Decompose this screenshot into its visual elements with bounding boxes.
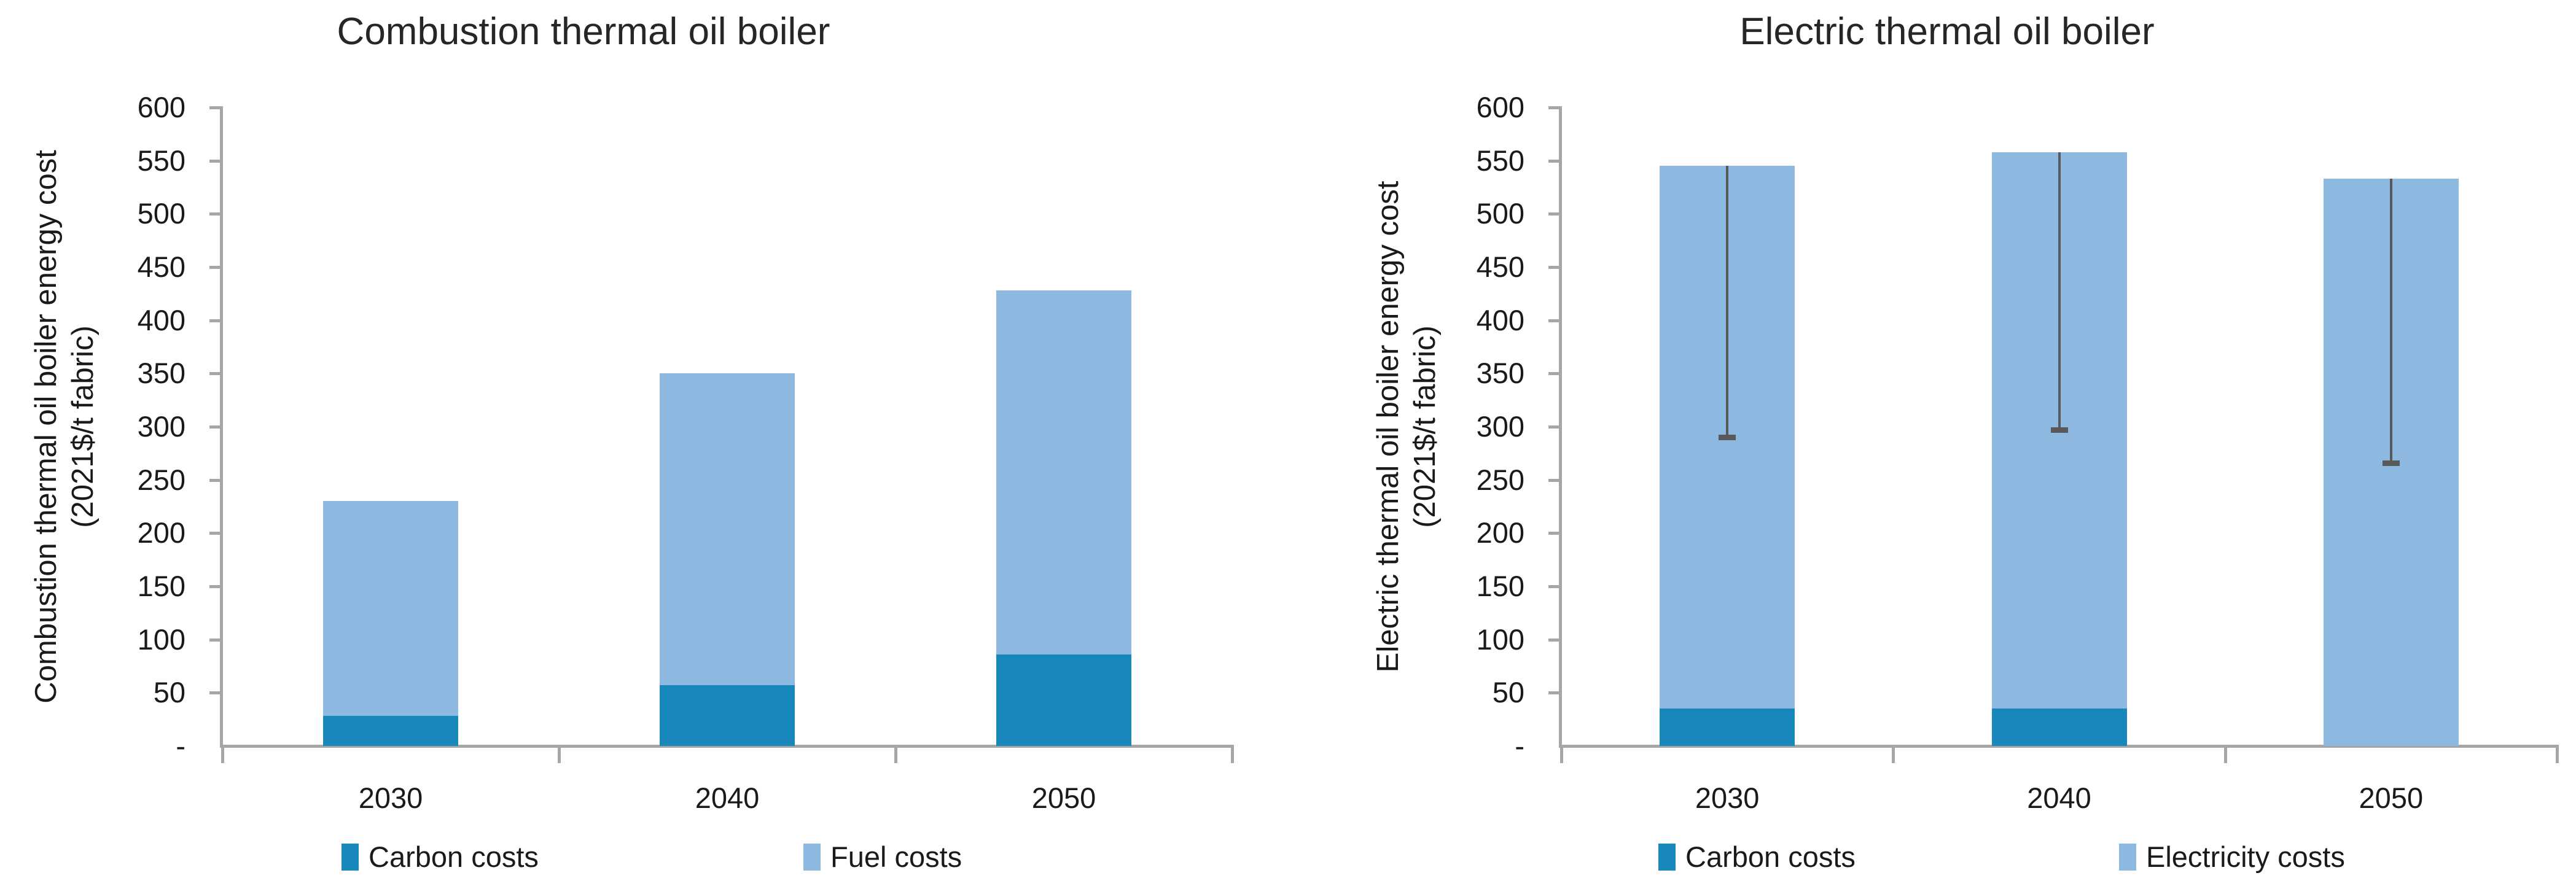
y-axis-line <box>1559 106 1562 747</box>
bar-segment-fuel-costs-2030 <box>323 501 458 716</box>
y-tick-mark <box>1548 212 1559 216</box>
y-tick-label: 250 <box>1476 463 1524 496</box>
y-tick-label: 150 <box>1476 570 1524 602</box>
y-tick-mark <box>1548 159 1559 163</box>
x-tick-mark <box>1892 747 1895 763</box>
y-tick-mark <box>1548 106 1559 109</box>
y-tick-label: 350 <box>1476 357 1524 390</box>
y-tick-mark <box>209 478 220 482</box>
legend-label: Electricity costs <box>2146 840 2345 873</box>
legend-item-fuel-costs: Fuel costs <box>803 842 962 871</box>
legend-swatch-carbon-costs <box>1658 843 1676 871</box>
y-tick-label: 400 <box>1476 303 1524 336</box>
y-tick-label: 250 <box>137 463 185 496</box>
x-axis-label-2040: 2040 <box>695 782 760 814</box>
legend-label: Carbon costs <box>369 840 539 873</box>
y-tick-label: - <box>176 729 185 762</box>
y-tick-mark <box>209 266 220 269</box>
x-tick-mark <box>2556 747 2559 763</box>
legend-item-electricity-costs: Electricity costs <box>2119 842 2345 871</box>
bar-segment-carbon-costs-2040 <box>1991 708 2127 746</box>
y-tick-mark <box>1548 638 1559 642</box>
y-tick-label: 400 <box>137 303 185 336</box>
y-tick-label: 200 <box>1476 516 1524 549</box>
y-tick-label: 500 <box>137 197 185 230</box>
y-tick-label: 100 <box>1476 623 1524 656</box>
legend-swatch-electricity-costs <box>2119 843 2136 871</box>
y-tick-label: 350 <box>137 357 185 390</box>
y-tick-mark <box>209 372 220 376</box>
y-tick-mark <box>1548 532 1559 535</box>
x-tick-mark <box>1560 747 1563 763</box>
legend-label: Carbon costs <box>1685 840 1856 873</box>
y-tick-label: 300 <box>1476 410 1524 443</box>
y-tick-label: 200 <box>137 516 185 549</box>
y-tick-label: 450 <box>137 250 185 283</box>
bar-segment-carbon-costs-2040 <box>660 685 795 746</box>
y-tick-mark <box>209 106 220 109</box>
y-tick-mark <box>209 532 220 535</box>
x-axis-line <box>220 745 1234 748</box>
bar-segment-carbon-costs-2030 <box>1660 708 1795 746</box>
chart-title: Electric thermal oil boiler <box>1739 10 2155 53</box>
x-tick-mark <box>221 747 224 763</box>
y-tick-label: - <box>1515 729 1524 762</box>
legend-swatch-carbon-costs <box>342 843 359 871</box>
y-tick-label: 550 <box>1476 144 1524 177</box>
legend-label: Fuel costs <box>830 840 962 873</box>
y-tick-mark <box>209 585 220 588</box>
x-axis-label-2050: 2050 <box>2359 782 2424 814</box>
y-tick-mark <box>1548 425 1559 429</box>
y-tick-mark <box>1548 585 1559 588</box>
y-tick-mark <box>1548 319 1559 322</box>
legend-item-carbon-costs: Carbon costs <box>1658 842 1856 871</box>
x-tick-mark <box>1231 747 1234 763</box>
error-bar-cap-2040 <box>2050 427 2068 433</box>
y-tick-mark <box>209 425 220 429</box>
legend-swatch-fuel-costs <box>803 843 821 871</box>
error-bar-line-2050 <box>2389 179 2392 463</box>
error-bar-cap-2030 <box>1719 435 1736 441</box>
x-axis-label-2030: 2030 <box>1695 782 1760 814</box>
legend-item-carbon-costs: Carbon costs <box>342 842 539 871</box>
x-tick-mark <box>2223 747 2227 763</box>
bar-segment-fuel-costs-2040 <box>660 373 795 686</box>
error-bar-line-2040 <box>2058 152 2061 430</box>
y-tick-label: 600 <box>137 91 185 123</box>
chart-title: Combustion thermal oil boiler <box>337 10 830 53</box>
y-tick-mark <box>209 319 220 322</box>
y-tick-mark <box>1548 372 1559 376</box>
y-tick-label: 50 <box>1492 676 1524 709</box>
bar-segment-carbon-costs-2050 <box>996 654 1131 746</box>
y-tick-mark <box>209 159 220 163</box>
y-tick-label: 100 <box>137 623 185 656</box>
x-tick-mark <box>894 747 897 763</box>
y-tick-mark <box>209 212 220 216</box>
y-axis-line <box>220 106 223 747</box>
y-tick-mark <box>1548 478 1559 482</box>
y-tick-label: 450 <box>1476 250 1524 283</box>
x-tick-mark <box>558 747 561 763</box>
error-bar-cap-2050 <box>2382 460 2400 466</box>
y-tick-label: 300 <box>137 410 185 443</box>
y-tick-mark <box>1548 266 1559 269</box>
y-tick-mark <box>209 691 220 695</box>
bar-segment-carbon-costs-2030 <box>323 716 458 746</box>
bar-segment-fuel-costs-2050 <box>996 290 1131 654</box>
error-bar-line-2030 <box>1726 166 1729 438</box>
y-tick-label: 150 <box>137 570 185 602</box>
y-tick-label: 600 <box>1476 91 1524 123</box>
y-tick-label: 550 <box>137 144 185 177</box>
y-tick-mark <box>1548 691 1559 695</box>
x-axis-label-2050: 2050 <box>1031 782 1096 814</box>
y-tick-label: 50 <box>153 676 185 709</box>
x-axis-label-2040: 2040 <box>2027 782 2091 814</box>
x-axis-line <box>1559 745 2559 748</box>
y-tick-label: 500 <box>1476 197 1524 230</box>
x-axis-label-2030: 2030 <box>358 782 423 814</box>
y-tick-mark <box>209 638 220 642</box>
